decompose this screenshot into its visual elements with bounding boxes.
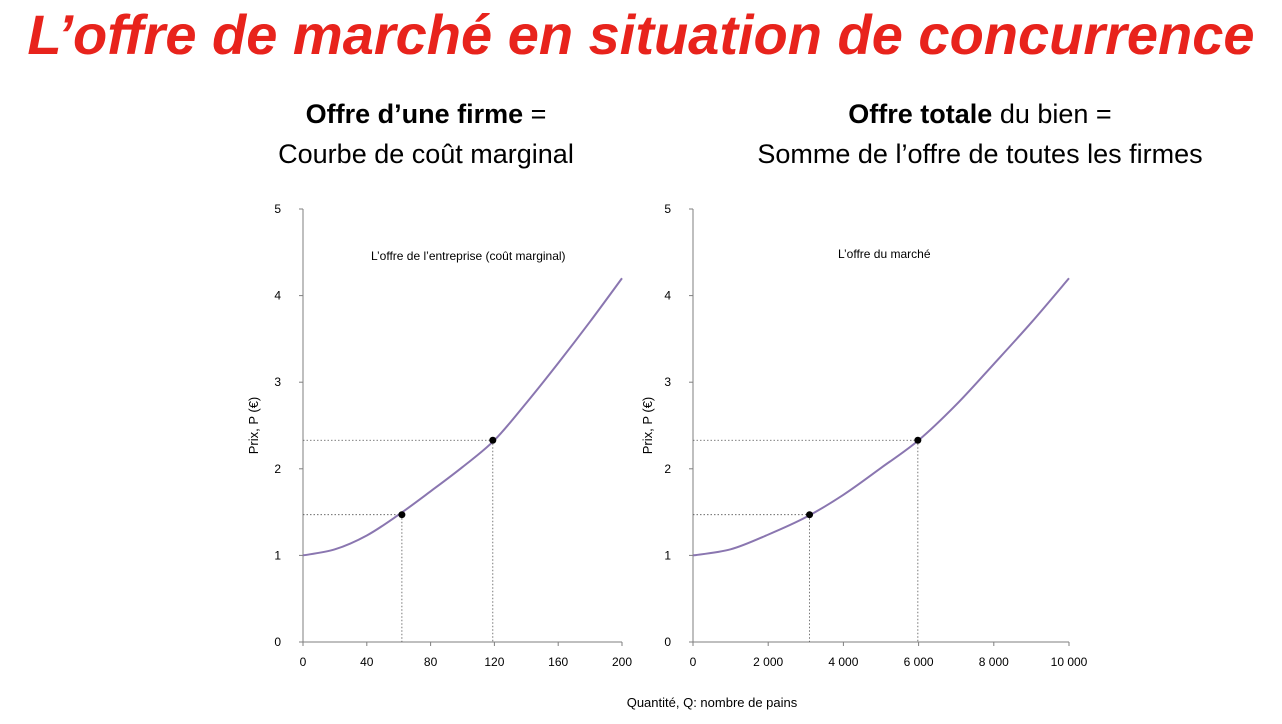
right-heading: Offre totale du bien = Somme de l’offre … [700, 94, 1260, 174]
left-heading-rest: = [523, 99, 547, 129]
x-tick-label: 8 000 [979, 655, 1009, 669]
y-tick-label: 1 [664, 548, 671, 562]
slide-title: L’offre de marché en situation de concur… [27, 3, 1255, 66]
y-axis-label: Prix, P (€) [246, 397, 261, 455]
x-tick-label: 80 [424, 655, 438, 669]
y-tick-label: 4 [274, 289, 281, 303]
x-tick-label: 4 000 [828, 655, 858, 669]
data-point [398, 511, 406, 519]
y-tick-label: 1 [274, 548, 281, 562]
y-tick-label: 5 [274, 202, 281, 216]
curve-annotation: L’offre de l’entreprise (coût marginal) [371, 249, 566, 263]
y-tick-label: 2 [274, 462, 281, 476]
right-heading-line1: Offre totale du bien = [700, 94, 1260, 134]
curve-annotation: L’offre du marché [838, 247, 931, 261]
y-axis-label: Prix, P (€) [640, 397, 655, 455]
x-tick-label: 0 [300, 655, 307, 669]
x-tick-label: 10 000 [1051, 655, 1088, 669]
supply-curve [692, 277, 1070, 557]
x-tick-label: 6 000 [904, 655, 934, 669]
left-heading-line1: Offre d’une firme = [200, 94, 652, 134]
y-tick-label: 3 [664, 375, 671, 389]
data-point [806, 511, 814, 519]
right-heading-bold: Offre totale [848, 99, 993, 129]
data-point [489, 436, 497, 444]
x-tick-label: 120 [484, 655, 504, 669]
right-heading-line2: Somme de l’offre de toutes les firmes [757, 139, 1203, 169]
x-axis-label: Quantité, Q: nombre de pains [627, 695, 798, 710]
market-supply-chart: 0 1 2 3 4 5 0 2 000 4 000 6 000 8 000 10 000 Prix, P… [640, 202, 1088, 669]
data-point [914, 436, 922, 444]
y-tick-label: 5 [664, 202, 671, 216]
supply-curve [302, 277, 623, 557]
left-heading: Offre d’une firme = Courbe de coût margi… [200, 94, 652, 174]
left-heading-bold: Offre d’une firme [305, 99, 524, 129]
y-tick-label: 4 [664, 289, 671, 303]
right-heading-rest: du bien = [992, 99, 1112, 129]
left-heading-line2: Courbe de coût marginal [278, 139, 574, 169]
x-tick-label: 200 [612, 655, 632, 669]
x-tick-label: 0 [690, 655, 697, 669]
y-tick-label: 2 [664, 462, 671, 476]
x-tick-label: 160 [548, 655, 568, 669]
y-tick-label: 0 [664, 635, 671, 649]
x-tick-label: 40 [360, 655, 374, 669]
y-tick-label: 3 [274, 375, 281, 389]
firm-supply-chart: 0 1 2 3 4 5 0 40 80 120 160 200 Prix, P (€) L’offre d… [246, 202, 632, 669]
x-tick-label: 2 000 [753, 655, 783, 669]
y-tick-label: 0 [274, 635, 281, 649]
